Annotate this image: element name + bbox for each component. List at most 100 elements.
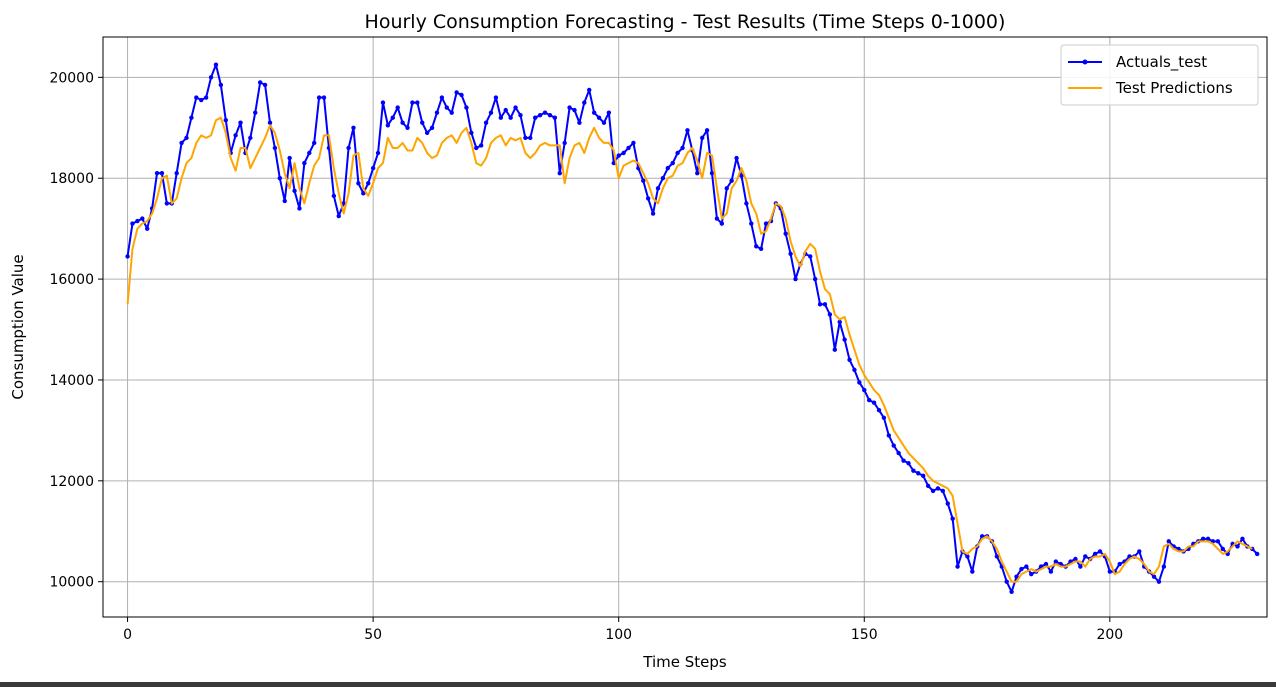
- data-point-actuals-test: [434, 110, 440, 115]
- data-point-actuals-test: [282, 198, 287, 204]
- data-point-actuals-test: [272, 145, 278, 151]
- data-point-actuals-test: [704, 128, 710, 133]
- data-point-actuals-test: [1235, 544, 1240, 549]
- data-point-actuals-test: [587, 87, 592, 93]
- data-point-actuals-test: [1200, 536, 1206, 542]
- legend-label-actuals: Actuals_test: [1116, 53, 1207, 72]
- data-point-actuals-test: [916, 471, 921, 476]
- legend-marker-actuals: [1082, 59, 1088, 65]
- data-point-actuals-test: [572, 107, 577, 113]
- data-point-actuals-test: [660, 176, 666, 181]
- legend-box: [1060, 44, 1259, 106]
- data-point-actuals-test: [302, 160, 307, 166]
- data-point-actuals-test: [675, 150, 680, 156]
- data-point-actuals-test: [567, 105, 572, 110]
- data-point-actuals-test: [140, 216, 145, 221]
- data-point-actuals-test: [316, 95, 322, 100]
- y-axis-label: Consumption Value: [9, 254, 27, 399]
- data-point-actuals-test: [842, 337, 847, 342]
- data-point-actuals-test: [1156, 579, 1162, 584]
- data-point-actuals-test: [311, 140, 317, 146]
- data-point-actuals-test: [596, 115, 602, 120]
- series-line-test-predictions: [126, 116, 1253, 583]
- data-point-actuals-test: [665, 165, 671, 171]
- x-tick-label: 0: [123, 627, 132, 643]
- data-point-actuals-test: [1092, 551, 1098, 557]
- data-point-actuals-test: [577, 120, 582, 125]
- data-point-actuals-test: [970, 569, 975, 574]
- data-point-actuals-test: [906, 460, 911, 466]
- data-point-actuals-test: [454, 90, 459, 95]
- data-point-actuals-test: [1137, 549, 1142, 554]
- data-point-actuals-test: [523, 135, 528, 141]
- data-point-actuals-test: [478, 143, 484, 148]
- data-point-actuals-test: [444, 105, 449, 110]
- data-point-actuals-test: [518, 112, 523, 118]
- y-tick-label: 12000: [49, 474, 94, 490]
- data-point-actuals-test: [125, 254, 130, 259]
- data-point-actuals-test: [277, 176, 283, 181]
- data-point-actuals-test: [503, 107, 508, 113]
- y-tick-label: 10000: [49, 575, 94, 591]
- data-point-actuals-test: [641, 178, 646, 183]
- data-point-actuals-test: [557, 170, 562, 176]
- data-point-actuals-test: [400, 120, 405, 125]
- data-point-actuals-test: [390, 115, 395, 120]
- data-point-actuals-test: [307, 150, 312, 156]
- data-point-actuals-test: [331, 193, 337, 199]
- data-point-actuals-test: [375, 150, 381, 156]
- data-point-actuals-test: [130, 221, 135, 226]
- data-point-actuals-test: [1043, 561, 1049, 567]
- data-point-actuals-test: [547, 112, 553, 118]
- data-point-actuals-test: [1254, 551, 1260, 557]
- data-point-actuals-test: [601, 120, 607, 125]
- y-tick-label: 16000: [49, 272, 94, 288]
- data-point-actuals-test: [135, 218, 140, 224]
- data-point-actuals-test: [1019, 566, 1024, 572]
- x-tick-label: 100: [605, 627, 632, 643]
- data-point-actuals-test: [1220, 546, 1226, 552]
- x-axis-ticks: 0 50 100 150 200: [123, 617, 1123, 643]
- data-point-actuals-test: [292, 188, 297, 194]
- y-tick-label: 14000: [49, 373, 94, 389]
- data-point-actuals-test: [1024, 564, 1029, 569]
- data-point-actuals-test: [699, 135, 705, 141]
- data-point-actuals-test: [758, 246, 764, 252]
- data-point-actuals-test: [385, 123, 391, 128]
- data-point-actuals-test: [925, 483, 931, 489]
- data-point-actuals-test: [695, 170, 700, 176]
- data-point-actuals-test: [174, 170, 179, 176]
- data-point-actuals-test: [744, 201, 749, 206]
- data-point-actuals-test: [1014, 574, 1019, 579]
- data-point-actuals-test: [950, 516, 955, 521]
- data-point-actuals-test: [464, 105, 469, 110]
- data-point-actuals-test: [341, 201, 346, 206]
- data-point-actuals-test: [1029, 571, 1034, 577]
- data-point-actuals-test: [729, 178, 734, 183]
- data-point-actuals-test: [213, 62, 219, 67]
- data-point-actuals-test: [763, 221, 769, 226]
- data-point-actuals-test: [734, 155, 739, 161]
- data-point-actuals-test: [257, 80, 263, 85]
- data-point-actuals-test: [719, 221, 725, 226]
- data-point-actuals-test: [415, 100, 420, 105]
- data-point-actuals-test: [788, 251, 793, 257]
- data-point-actuals-test: [439, 95, 445, 100]
- data-point-actuals-test: [650, 211, 656, 216]
- y-tick-label: 20000: [49, 70, 94, 86]
- data-point-actuals-test: [420, 120, 425, 125]
- data-point-actuals-test: [321, 95, 327, 100]
- data-point-actuals-test: [248, 135, 253, 141]
- x-axis-label: Time Steps: [642, 653, 727, 671]
- data-point-actuals-test: [862, 387, 867, 393]
- data-point-actuals-test: [459, 92, 464, 98]
- data-point-actuals-test: [724, 186, 729, 191]
- y-tick-label: 18000: [49, 171, 94, 187]
- data-point-actuals-test: [528, 135, 533, 141]
- data-point-actuals-test: [395, 105, 400, 110]
- data-point-actuals-test: [749, 221, 754, 226]
- data-point-actuals-test: [410, 100, 415, 105]
- data-point-actuals-test: [1205, 536, 1211, 542]
- data-point-actuals-test: [370, 165, 376, 171]
- data-point-actuals-test: [582, 100, 587, 105]
